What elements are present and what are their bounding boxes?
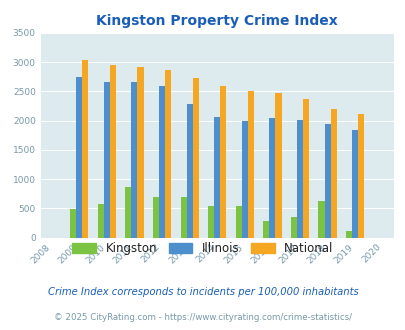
Bar — [324, 124, 330, 238]
Bar — [357, 114, 363, 238]
Bar — [98, 204, 104, 238]
Bar — [180, 197, 186, 238]
Bar — [125, 187, 131, 238]
Bar — [220, 85, 226, 238]
Bar — [330, 109, 336, 238]
Text: Crime Index corresponds to incidents per 100,000 inhabitants: Crime Index corresponds to incidents per… — [47, 287, 358, 297]
Bar — [247, 91, 253, 238]
Bar — [269, 118, 275, 238]
Bar — [214, 117, 220, 238]
Bar — [290, 217, 296, 238]
Bar — [351, 130, 357, 238]
Bar — [70, 209, 76, 238]
Bar — [302, 99, 308, 238]
Bar — [76, 77, 82, 238]
Bar — [345, 231, 351, 238]
Bar — [296, 120, 302, 238]
Bar — [263, 221, 269, 238]
Bar — [153, 197, 159, 238]
Bar — [208, 206, 214, 238]
Bar — [82, 60, 88, 238]
Bar — [318, 201, 324, 238]
Bar — [241, 121, 247, 238]
Bar — [186, 104, 192, 238]
Bar — [104, 82, 110, 238]
Bar — [275, 93, 281, 238]
Bar — [137, 68, 143, 238]
Bar — [159, 86, 165, 238]
Bar — [131, 82, 137, 238]
Bar — [192, 78, 198, 238]
Bar — [110, 65, 116, 238]
Bar — [235, 206, 241, 238]
Title: Kingston Property Crime Index: Kingston Property Crime Index — [96, 14, 337, 28]
Legend: Kingston, Illinois, National: Kingston, Illinois, National — [68, 237, 337, 260]
Bar — [165, 70, 171, 238]
Text: © 2025 CityRating.com - https://www.cityrating.com/crime-statistics/: © 2025 CityRating.com - https://www.city… — [54, 313, 351, 322]
